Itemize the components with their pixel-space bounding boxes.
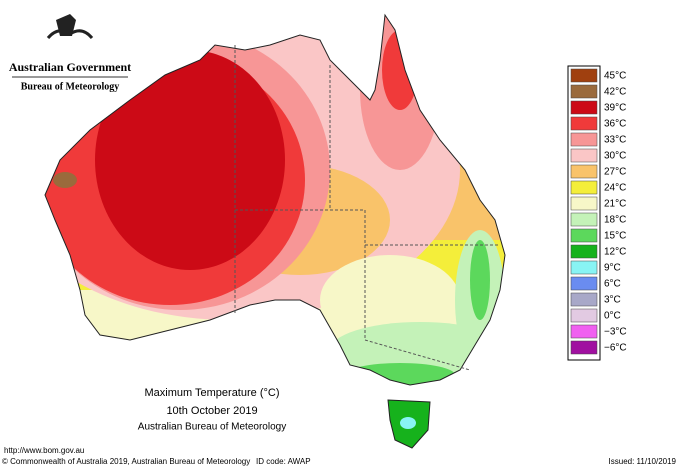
legend-label: 27°C xyxy=(604,167,626,178)
legend-label: 39°C xyxy=(604,103,626,114)
legend-swatch xyxy=(570,68,598,83)
map-date: 10th October 2019 xyxy=(166,405,257,417)
legend-label: 6°C xyxy=(604,279,621,290)
legend-swatch xyxy=(570,116,598,131)
legend-label: 21°C xyxy=(604,199,626,210)
legend-swatch xyxy=(570,260,598,275)
legend-swatch xyxy=(570,132,598,147)
coastline xyxy=(44,13,506,386)
footer-id: ID code: AWAP xyxy=(256,457,311,466)
legend-swatch xyxy=(570,228,598,243)
legend-label: 12°C xyxy=(604,247,626,258)
footer-copyright: © Commonwealth of Australia 2019, Austra… xyxy=(2,457,250,466)
legend-swatch xyxy=(570,292,598,307)
map-source: Australian Bureau of Meteorology xyxy=(138,422,286,433)
legend-label: 24°C xyxy=(604,183,626,194)
legend-frame xyxy=(567,65,601,361)
legend-label: 0°C xyxy=(604,311,621,322)
legend-swatch xyxy=(570,340,598,355)
legend-swatch xyxy=(570,100,598,115)
legend-label: 45°C xyxy=(604,71,626,82)
legend-swatch xyxy=(570,324,598,339)
header-subtitle: Bureau of Meteorology xyxy=(21,81,120,92)
legend-label: 15°C xyxy=(604,231,626,242)
legend-label: 9°C xyxy=(604,263,621,274)
tasmania-highland xyxy=(400,417,416,429)
footer-url: http://www.bom.gov.au xyxy=(4,446,84,455)
map-title: Maximum Temperature (°C) xyxy=(144,387,279,399)
legend-swatch xyxy=(570,276,598,291)
footer-issued: Issued: 11/10/2019 xyxy=(609,457,677,466)
legend-swatch xyxy=(570,308,598,323)
legend-swatch xyxy=(570,212,598,227)
legend-label: 33°C xyxy=(604,135,626,146)
logo xyxy=(46,14,94,40)
mainland xyxy=(45,15,505,385)
legend-label: −6°C xyxy=(604,343,627,354)
legend-label: 36°C xyxy=(604,119,626,130)
legend: 45°C 42°C 39°C 36°C 33°C 30°C 27°C 24°C 21°C 18°C… xyxy=(570,68,627,355)
legend-swatch xyxy=(570,244,598,259)
legend-swatch xyxy=(570,84,598,99)
header-title: Australian Government xyxy=(9,60,131,74)
legend-label: 3°C xyxy=(604,295,621,306)
state-borders xyxy=(234,45,500,371)
legend-swatch xyxy=(570,164,598,179)
legend-label: 30°C xyxy=(604,151,626,162)
legend-swatch xyxy=(570,196,598,211)
legend-label: 42°C xyxy=(604,87,626,98)
legend-swatch xyxy=(570,180,598,195)
legend-label: 18°C xyxy=(604,215,626,226)
legend-label: −3°C xyxy=(604,327,627,338)
legend-swatch xyxy=(570,148,598,163)
